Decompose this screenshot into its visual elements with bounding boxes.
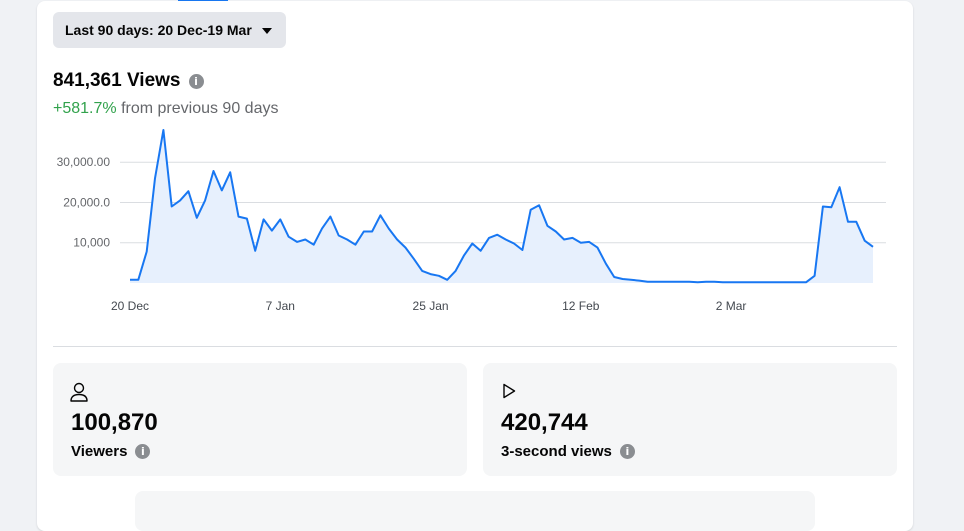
views-change: +581.7% from previous 90 days [53,100,278,118]
viewers-stat-card: 100,870 Viewers i [53,363,467,476]
date-range-label: Last 90 days: 20 Dec-19 Mar [65,22,252,38]
views-area [130,130,873,283]
x-tick-label: 7 Jan [266,299,295,313]
change-text: from previous 90 days [121,100,279,117]
y-tick-label: 30,000.00 [57,155,111,169]
views-chart[interactable]: 10,000 20,000.0 30,000.00 20 Dec 7 Jan 25 Jan… [37,126,913,326]
viewers-label-text: Viewers [71,443,128,460]
views-label: Views [126,70,181,91]
x-tick-label: 25 Jan [413,299,449,313]
info-icon[interactable]: i [188,73,204,89]
x-tick-label: 20 Dec [111,299,149,313]
views-line [130,129,874,284]
next-section-card [135,491,815,531]
views-card: Last 90 days: 20 Dec-19 Mar 841,361 View… [37,1,913,531]
date-range-button[interactable]: Last 90 days: 20 Dec-19 Mar [53,12,286,48]
info-icon[interactable]: i [135,444,151,459]
play-icon [503,383,516,399]
viewers-label: Viewers i [71,443,151,460]
y-tick-label: 20,000.0 [63,195,110,209]
x-tick-label: 12 Feb [562,299,600,313]
views-value: 841,361 [53,70,122,91]
three-second-views-label-text: 3-second views [501,443,612,460]
views-title: 841,361 Views i [53,70,204,92]
three-second-views-stat-card: 420,744 3-second views i [483,363,897,476]
info-icon[interactable]: i [619,444,635,459]
viewers-value: 100,870 [71,409,158,436]
caret-down-icon [261,27,272,34]
y-tick-label: 10,000 [73,236,110,250]
three-second-views-label: 3-second views i [501,443,635,460]
divider [53,346,897,347]
person-icon [70,382,88,402]
three-second-views-value: 420,744 [501,409,588,436]
change-percent: +581.7% [53,100,117,117]
x-tick-label: 2 Mar [716,299,747,313]
